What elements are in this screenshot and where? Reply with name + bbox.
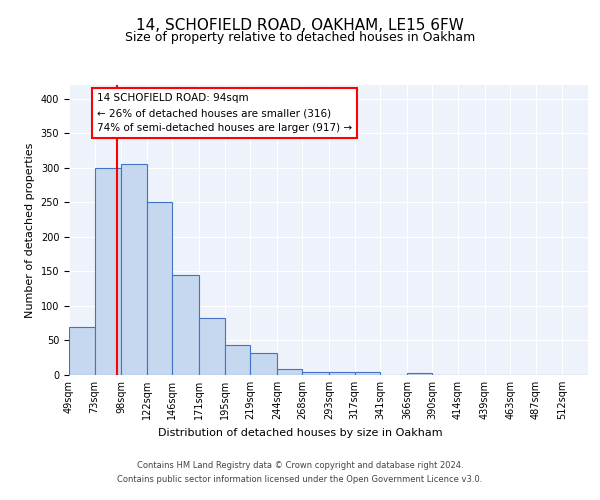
Bar — [277, 370, 302, 375]
Bar — [172, 275, 199, 375]
Bar — [121, 164, 147, 375]
Text: 14, SCHOFIELD ROAD, OAKHAM, LE15 6FW: 14, SCHOFIELD ROAD, OAKHAM, LE15 6FW — [136, 18, 464, 32]
Bar — [407, 373, 433, 375]
Bar — [199, 318, 224, 375]
Bar — [95, 168, 121, 375]
Bar — [329, 372, 355, 375]
Bar — [147, 202, 172, 375]
Bar — [224, 344, 250, 375]
Bar — [250, 353, 277, 375]
Text: Contains HM Land Registry data © Crown copyright and database right 2024.
Contai: Contains HM Land Registry data © Crown c… — [118, 462, 482, 483]
Text: Size of property relative to detached houses in Oakham: Size of property relative to detached ho… — [125, 31, 475, 44]
Bar — [355, 372, 380, 375]
Text: Distribution of detached houses by size in Oakham: Distribution of detached houses by size … — [158, 428, 442, 438]
Y-axis label: Number of detached properties: Number of detached properties — [25, 142, 35, 318]
Bar — [302, 372, 329, 375]
Text: 14 SCHOFIELD ROAD: 94sqm
← 26% of detached houses are smaller (316)
74% of semi-: 14 SCHOFIELD ROAD: 94sqm ← 26% of detach… — [97, 94, 352, 133]
Bar — [69, 326, 95, 375]
